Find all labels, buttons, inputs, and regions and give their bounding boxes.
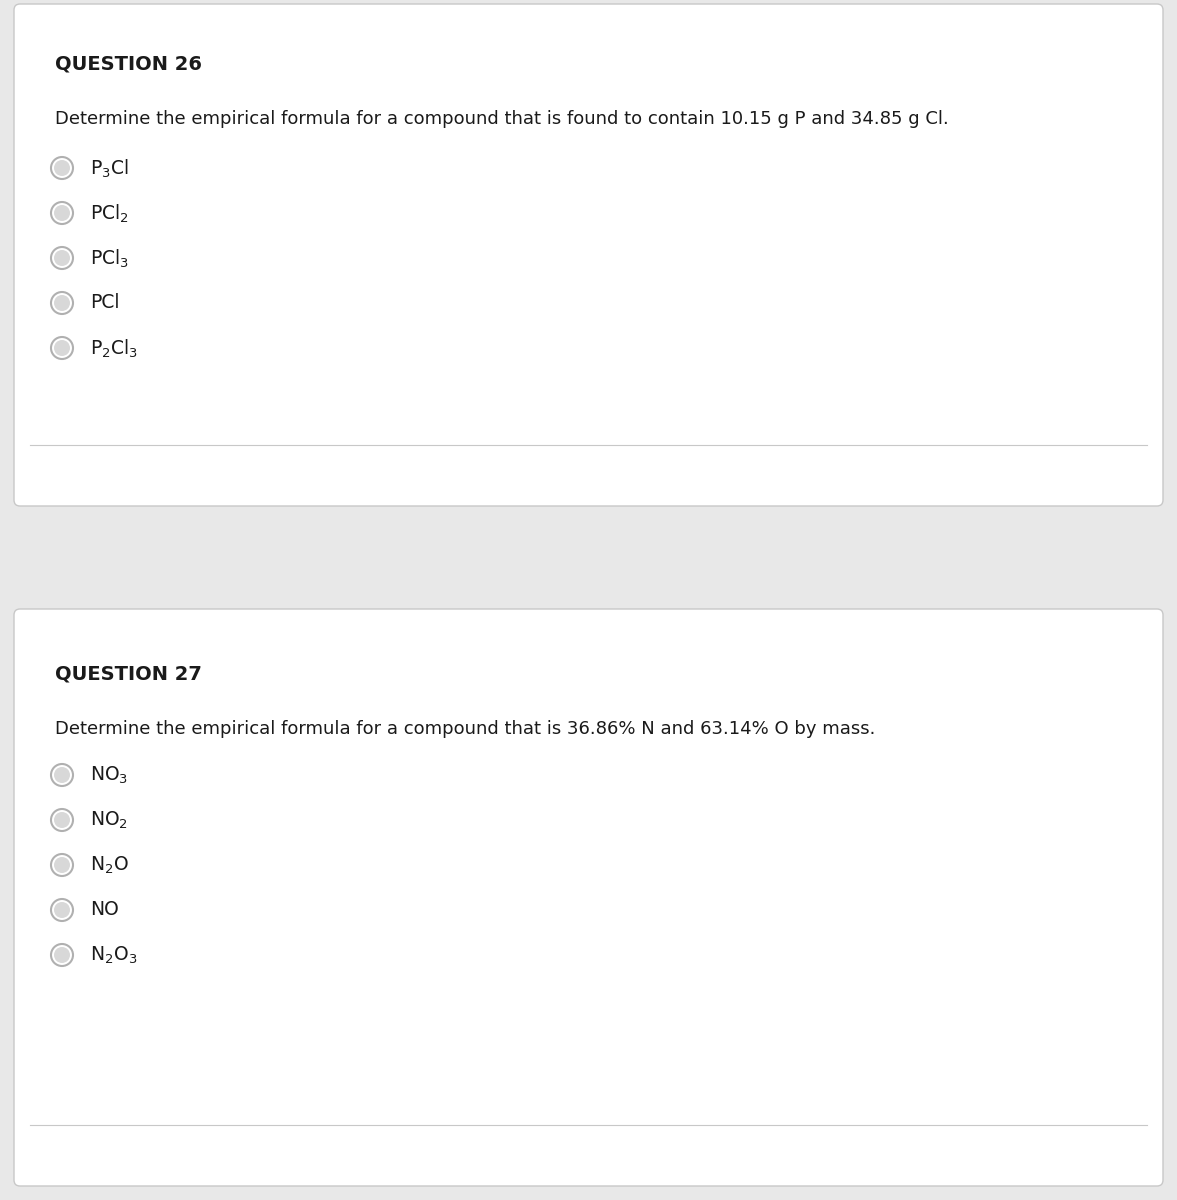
Text: NO: NO	[89, 900, 119, 919]
Text: PCl: PCl	[89, 293, 120, 312]
Circle shape	[51, 337, 73, 359]
Circle shape	[54, 947, 69, 962]
Text: PCl$_2$: PCl$_2$	[89, 203, 129, 226]
Circle shape	[51, 247, 73, 269]
Circle shape	[54, 857, 69, 874]
Circle shape	[54, 812, 69, 828]
Text: NO$_3$: NO$_3$	[89, 766, 128, 786]
Circle shape	[51, 157, 73, 179]
Circle shape	[54, 160, 69, 176]
Circle shape	[51, 854, 73, 876]
Text: NO$_2$: NO$_2$	[89, 810, 128, 832]
Circle shape	[54, 902, 69, 918]
Circle shape	[51, 899, 73, 922]
Text: Determine the empirical formula for a compound that is found to contain 10.15 g : Determine the empirical formula for a co…	[55, 110, 949, 128]
Circle shape	[51, 764, 73, 786]
FancyBboxPatch shape	[14, 608, 1163, 1186]
Circle shape	[54, 340, 69, 356]
Text: Determine the empirical formula for a compound that is 36.86% N and 63.14% O by : Determine the empirical formula for a co…	[55, 720, 876, 738]
Text: QUESTION 26: QUESTION 26	[55, 55, 202, 74]
Text: QUESTION 27: QUESTION 27	[55, 665, 202, 684]
Circle shape	[51, 292, 73, 314]
Circle shape	[51, 809, 73, 830]
Text: P$_3$Cl: P$_3$Cl	[89, 158, 128, 180]
Circle shape	[51, 202, 73, 224]
Text: N$_2$O: N$_2$O	[89, 854, 128, 876]
Circle shape	[54, 250, 69, 266]
Circle shape	[54, 205, 69, 221]
Text: N$_2$O$_3$: N$_2$O$_3$	[89, 946, 138, 966]
FancyBboxPatch shape	[14, 4, 1163, 506]
Text: PCl$_3$: PCl$_3$	[89, 248, 129, 270]
Circle shape	[51, 944, 73, 966]
Text: P$_2$Cl$_3$: P$_2$Cl$_3$	[89, 338, 138, 360]
Circle shape	[54, 295, 69, 311]
Circle shape	[54, 767, 69, 782]
